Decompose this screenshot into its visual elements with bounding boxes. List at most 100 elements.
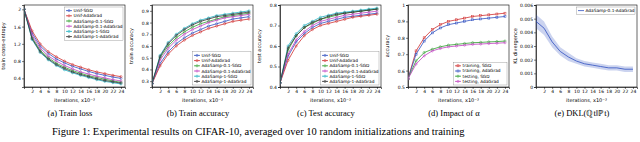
y-tick-mark — [22, 61, 24, 62]
y-tick-label: 2 — [18, 7, 21, 12]
y-tick-label: 0.004 — [520, 30, 533, 35]
series-marker — [488, 42, 490, 44]
x-tick: 4 — [167, 87, 170, 94]
y-axis-line — [150, 6, 153, 88]
legend-swatch — [578, 10, 584, 11]
series-line — [536, 21, 633, 69]
legend-swatch — [66, 36, 72, 37]
x-tick: 24 — [631, 87, 637, 94]
series-marker — [295, 35, 297, 37]
series-marker — [191, 29, 193, 31]
legend-marker — [324, 65, 326, 67]
series-marker — [104, 73, 106, 75]
y-tick-mark — [150, 81, 152, 82]
legend-marker — [457, 75, 459, 77]
series-marker — [39, 47, 41, 49]
series-marker — [55, 63, 57, 65]
legend-swatch — [455, 81, 461, 82]
x-tick-label: 16 — [342, 89, 348, 94]
x-tick: 18 — [350, 87, 356, 94]
legend-marker — [196, 60, 198, 62]
y-tick-mark — [278, 67, 280, 68]
x-tick-label: 20 — [614, 89, 620, 94]
y-tick-mark — [22, 78, 24, 79]
y-tick-label: 0.001 — [520, 71, 533, 76]
series-marker — [79, 66, 81, 68]
x-tick-label: 4 — [167, 89, 170, 94]
series-marker — [352, 16, 354, 18]
legend: AdaSamp-0.1-AdaGrad — [577, 7, 636, 14]
y-tick-label: 0.4 — [142, 67, 149, 72]
series-marker — [88, 76, 90, 78]
legend-swatch — [322, 60, 328, 61]
series-marker — [439, 24, 441, 26]
x-tick-label: 20 — [230, 89, 236, 94]
series-marker — [191, 26, 193, 28]
x-tick: 24 — [247, 87, 253, 94]
y-tick-mark — [150, 46, 152, 47]
series-marker — [455, 19, 457, 21]
y-tick-mark — [22, 27, 24, 28]
legend-marker — [324, 60, 326, 62]
series-marker — [183, 29, 185, 31]
legend-marker — [196, 75, 198, 77]
y-tick-mark — [150, 23, 152, 24]
plot-frame — [280, 5, 381, 87]
x-tick-label: 18 — [94, 89, 100, 94]
series-marker — [216, 25, 218, 27]
x-tick-label: 16 — [470, 89, 476, 94]
series-marker — [240, 17, 242, 19]
plot-frame — [152, 5, 253, 87]
series-marker — [207, 21, 209, 23]
figure: 246810121416182022240.40.81.21.62Unif-SG… — [0, 0, 640, 142]
series-marker — [504, 12, 506, 14]
legend-marker — [68, 20, 70, 22]
y-tick-label: 0 — [530, 85, 533, 90]
series-marker — [167, 43, 169, 45]
y-axis: 0.40.81.21.62 — [14, 6, 25, 88]
x-tick-label: 6 — [47, 89, 50, 94]
x-tick-label: 4 — [295, 89, 298, 94]
y-axis-title: accuracy — [384, 35, 391, 58]
y-tick: 0.4 — [14, 76, 24, 81]
legend-label: AdaSamp-1-AdaGrad — [74, 34, 119, 39]
x-axis: 24681012141618202224 — [25, 87, 126, 94]
x-tick-label: 12 — [198, 89, 204, 94]
x-tick: 12 — [198, 87, 204, 94]
x-tick: 20 — [486, 87, 492, 94]
legend-swatch — [322, 55, 328, 56]
series-marker — [224, 23, 226, 25]
legend-swatch — [66, 10, 72, 11]
x-tick: 8 — [183, 87, 186, 94]
y-tick: 0.5 — [142, 56, 152, 61]
y-axis-line — [278, 6, 281, 88]
series-marker — [472, 19, 474, 21]
x-tick-label: 12 — [326, 89, 332, 94]
y-tick-label: 0.8 — [142, 21, 149, 26]
x-tick: 2 — [159, 87, 162, 94]
legend-marker — [457, 80, 459, 82]
legend-box — [193, 52, 252, 85]
legend-swatch — [66, 21, 72, 22]
x-tick-label: 10 — [62, 89, 68, 94]
series-marker — [240, 19, 242, 21]
series-marker — [248, 11, 250, 13]
y-tick: 0.001 — [520, 71, 536, 76]
series-marker — [224, 17, 226, 19]
series-marker — [71, 68, 73, 70]
x-tick: 4 — [423, 87, 426, 94]
y-tick-label: 0.6 — [398, 69, 405, 74]
x-tick-label: 8 — [183, 89, 186, 94]
y-tick-label: 0.8 — [270, 3, 277, 8]
y-tick-mark — [534, 87, 536, 88]
x-tick-label: 8 — [55, 89, 58, 94]
series-marker — [496, 13, 498, 15]
x-tick-label: 16 — [86, 89, 92, 94]
legend: Unif-SGDUnif-AdaGradAdaSamp-0.1-SGDAdaSa… — [193, 52, 252, 85]
y-tick-mark — [406, 54, 408, 55]
series-marker — [224, 14, 226, 16]
series-marker — [175, 39, 177, 41]
legend-swatch — [66, 26, 72, 27]
x-tick-label: 24 — [503, 89, 509, 94]
plot-frame — [24, 5, 125, 87]
